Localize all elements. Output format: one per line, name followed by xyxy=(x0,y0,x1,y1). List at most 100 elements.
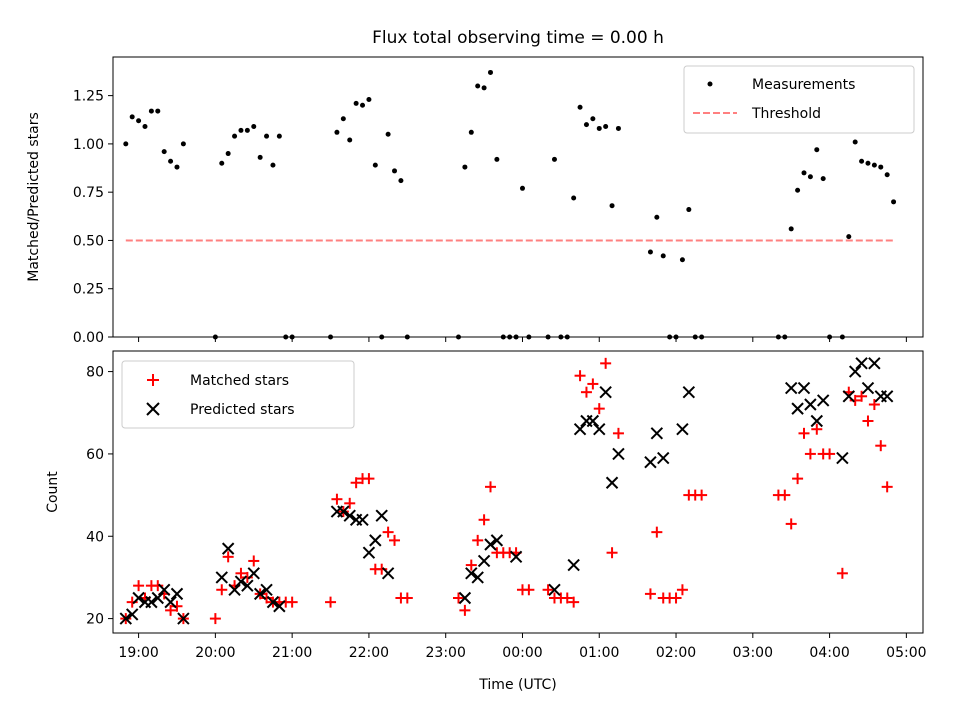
predicted-star-point xyxy=(215,571,228,584)
x-tick-label: 01:00 xyxy=(579,645,619,661)
measurement-point xyxy=(232,133,238,139)
x-tick-label: 03:00 xyxy=(733,645,773,661)
measurement-point xyxy=(577,104,583,110)
count-x-ticks: 19:00 20:00 21:00 22:00 23:00 00:00 01:00 02:00… xyxy=(118,633,927,661)
matched-star-point xyxy=(350,477,362,489)
predicted-star-point xyxy=(791,402,804,415)
measurement-point xyxy=(475,83,481,89)
legend-threshold-label: Threshold xyxy=(751,106,821,122)
measurement-point xyxy=(590,116,596,122)
count-y-ticks: 20 40 60 80 xyxy=(86,365,113,628)
measurement-point xyxy=(148,108,154,114)
y-tick-label: 0.00 xyxy=(73,330,104,346)
predicted-star-point xyxy=(170,587,184,601)
count-legend-box xyxy=(121,360,355,429)
x-tick-label: 20:00 xyxy=(195,645,235,661)
predicted-star-point xyxy=(145,595,158,609)
matched-star-point xyxy=(344,497,356,509)
predicted-star-point xyxy=(816,394,830,407)
matched-star-point xyxy=(472,534,484,546)
x-tick-label: 00:00 xyxy=(502,645,542,661)
measurement-point xyxy=(225,151,231,157)
measurement-point xyxy=(647,249,653,255)
measurement-point xyxy=(494,156,500,162)
measurement-point xyxy=(155,108,161,114)
measurement-point xyxy=(852,139,858,145)
predicted-star-point xyxy=(164,595,177,609)
matched-star-point xyxy=(126,596,138,608)
measurement-point xyxy=(366,96,372,102)
matched-star-point xyxy=(331,493,343,505)
measurement-point xyxy=(392,168,398,174)
flux-plot-area xyxy=(123,69,897,340)
predicted-star-point xyxy=(362,546,376,559)
matched-star-point xyxy=(382,526,394,538)
measurement-point xyxy=(398,178,404,184)
measurement-point xyxy=(372,162,378,168)
matched-star-point xyxy=(478,514,490,526)
predicted-star-point xyxy=(593,423,606,436)
measurement-point xyxy=(891,199,897,205)
matched-star-point xyxy=(580,386,592,398)
y-tick-label: 60 xyxy=(86,447,104,463)
flux-legend: Measurements Threshold xyxy=(683,65,915,134)
matched-star-point xyxy=(133,580,145,592)
predicted-star-point xyxy=(855,357,868,370)
measurement-point xyxy=(174,164,180,170)
predicted-star-point xyxy=(465,567,478,580)
flux-y-label: Matched/Predicted stars xyxy=(26,112,42,282)
measurement-point xyxy=(276,133,282,139)
x-tick-label: 19:00 xyxy=(118,645,158,661)
x-tick-label: 21:00 xyxy=(272,645,312,661)
matched-star-point xyxy=(785,518,797,530)
predicted-star-point xyxy=(234,575,248,588)
matched-star-point xyxy=(651,526,663,538)
measurement-point xyxy=(859,158,865,164)
predicted-star-point xyxy=(573,423,587,436)
predicted-star-point xyxy=(253,587,267,601)
matched-star-point xyxy=(209,613,221,625)
measurement-point xyxy=(244,127,250,133)
matched-star-point xyxy=(222,551,234,563)
legend-predicted-marker xyxy=(146,402,160,416)
count-legend: Matched stars Predicted stars xyxy=(121,360,355,429)
measurement-point xyxy=(123,141,129,147)
matched-star-point xyxy=(389,534,401,546)
predicted-star-point xyxy=(369,534,382,547)
matched-star-point xyxy=(574,370,586,382)
y-tick-label: 80 xyxy=(86,365,104,381)
predicted-star-point xyxy=(273,600,286,613)
predicted-star-point xyxy=(842,390,855,403)
flux-y-ticks: 0.00 0.25 0.50 0.75 1.00 1.25 xyxy=(73,89,113,346)
measurement-point xyxy=(347,137,353,143)
measurement-point xyxy=(788,226,794,232)
measurement-point xyxy=(884,172,890,178)
predicted-star-point xyxy=(868,357,881,370)
legend-measurements-marker xyxy=(707,81,713,87)
matched-star-point xyxy=(235,567,247,579)
predicted-star-point xyxy=(266,595,280,609)
measurement-point xyxy=(168,158,174,164)
measurement-point xyxy=(251,124,257,130)
y-tick-label: 1.25 xyxy=(73,89,104,105)
predicted-star-point xyxy=(157,583,171,596)
legend-measurements-label: Measurements xyxy=(752,77,855,93)
count-y-label: Count xyxy=(45,471,61,513)
predicted-star-point xyxy=(119,612,133,625)
matched-star-point xyxy=(804,448,816,460)
matched-star-point xyxy=(561,592,573,604)
predicted-star-point xyxy=(343,509,356,522)
measurement-point xyxy=(180,141,186,147)
predicted-star-point xyxy=(151,591,164,605)
measurement-point xyxy=(238,127,244,133)
matched-star-point xyxy=(875,440,887,452)
matched-star-point xyxy=(587,378,599,390)
measurement-point xyxy=(596,125,602,131)
predicted-star-point xyxy=(650,427,664,440)
x-tick-label: 23:00 xyxy=(426,645,466,661)
matched-star-point xyxy=(862,415,874,427)
measurement-point xyxy=(334,129,340,135)
matched-star-point xyxy=(868,399,880,411)
matched-star-point xyxy=(248,555,260,567)
